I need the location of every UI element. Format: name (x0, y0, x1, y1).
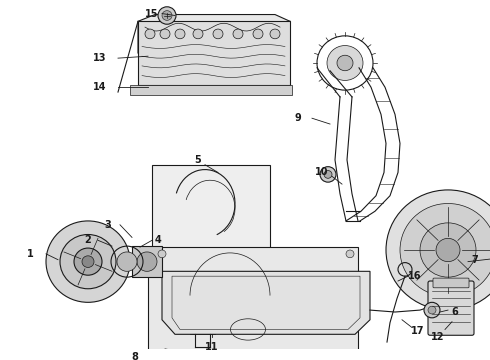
Circle shape (158, 250, 166, 258)
Circle shape (233, 29, 243, 39)
Text: 11: 11 (205, 342, 219, 352)
Polygon shape (162, 271, 370, 334)
Circle shape (175, 29, 185, 39)
Circle shape (117, 252, 137, 271)
Circle shape (337, 55, 353, 71)
Text: 4: 4 (155, 235, 161, 245)
FancyBboxPatch shape (132, 246, 162, 277)
Circle shape (428, 306, 436, 314)
FancyBboxPatch shape (152, 165, 270, 252)
Circle shape (436, 238, 460, 262)
Polygon shape (138, 14, 290, 53)
Circle shape (193, 29, 203, 39)
Circle shape (145, 29, 155, 39)
Circle shape (424, 302, 440, 318)
Text: 13: 13 (93, 53, 107, 63)
Text: 14: 14 (93, 82, 107, 92)
Polygon shape (130, 85, 292, 95)
Text: 2: 2 (85, 235, 91, 245)
Circle shape (162, 11, 172, 21)
Circle shape (60, 234, 116, 289)
Circle shape (420, 223, 476, 277)
Circle shape (327, 46, 363, 80)
Text: 8: 8 (131, 352, 139, 360)
Text: 9: 9 (294, 113, 301, 123)
Text: 17: 17 (411, 327, 425, 336)
FancyBboxPatch shape (428, 281, 474, 335)
Text: 7: 7 (472, 255, 478, 265)
Circle shape (160, 29, 170, 39)
Text: 16: 16 (408, 271, 422, 281)
Circle shape (82, 256, 94, 267)
Text: 15: 15 (145, 9, 159, 19)
Polygon shape (138, 21, 290, 85)
Text: 3: 3 (105, 220, 111, 230)
Text: 12: 12 (431, 332, 445, 342)
FancyBboxPatch shape (433, 278, 469, 288)
Text: 10: 10 (315, 167, 329, 177)
Text: 6: 6 (452, 307, 458, 317)
Circle shape (46, 221, 130, 302)
Circle shape (253, 29, 263, 39)
FancyBboxPatch shape (148, 247, 358, 360)
Circle shape (213, 29, 223, 39)
Circle shape (346, 250, 354, 258)
Circle shape (270, 29, 280, 39)
Circle shape (137, 252, 157, 271)
Circle shape (320, 167, 336, 182)
Text: 1: 1 (26, 249, 33, 259)
Circle shape (324, 171, 332, 178)
Circle shape (386, 190, 490, 310)
Circle shape (158, 7, 176, 24)
Circle shape (400, 203, 490, 297)
Text: 5: 5 (195, 155, 201, 165)
Circle shape (74, 248, 102, 275)
